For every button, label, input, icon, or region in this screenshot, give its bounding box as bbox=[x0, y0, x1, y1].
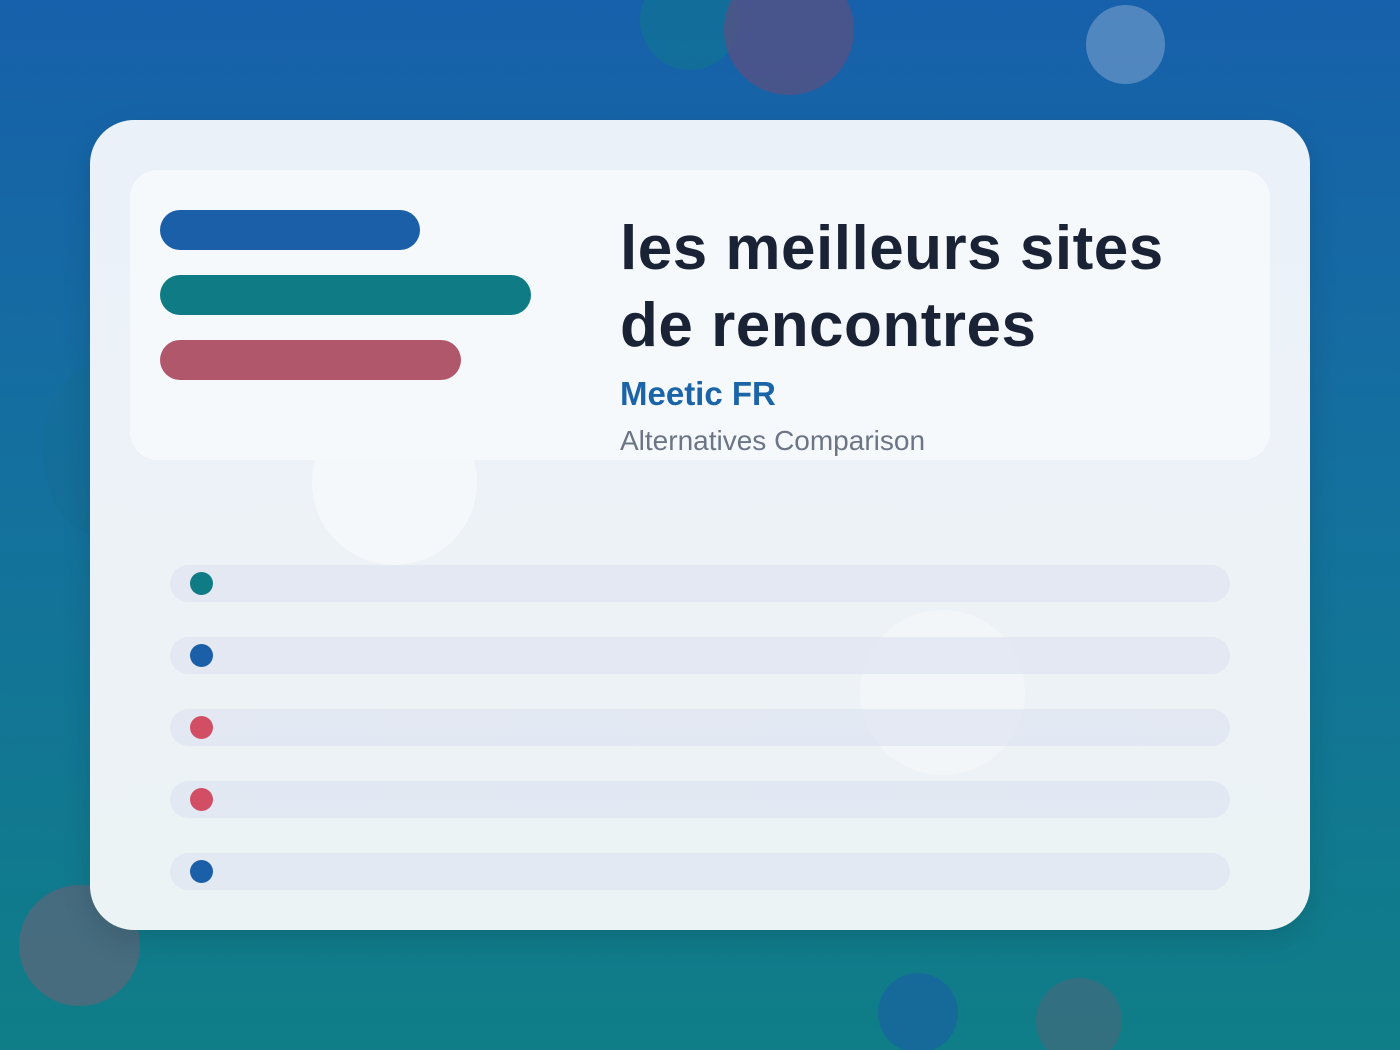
background-bubble bbox=[724, 0, 854, 95]
bullet-dot-icon bbox=[190, 716, 213, 739]
header-panel: les meilleurs sites de rencontres Meetic… bbox=[130, 170, 1270, 460]
list-item bbox=[170, 637, 1230, 674]
comparison-list bbox=[170, 565, 1230, 925]
page-title: les meilleurs sites de rencontres bbox=[620, 214, 1164, 360]
legend-bar bbox=[160, 275, 531, 315]
background-bubble bbox=[1036, 978, 1122, 1050]
page-subtitle: Meetic FR bbox=[620, 375, 776, 412]
list-item bbox=[170, 781, 1230, 818]
legend-bar bbox=[160, 210, 420, 250]
list-item bbox=[170, 853, 1230, 890]
bullet-dot-icon bbox=[190, 860, 213, 883]
legend-bar bbox=[160, 340, 461, 380]
bullet-dot-icon bbox=[190, 572, 213, 595]
list-item bbox=[170, 565, 1230, 602]
background-bubble bbox=[1086, 5, 1165, 84]
background-bubble bbox=[878, 973, 958, 1050]
bullet-dot-icon bbox=[190, 644, 213, 667]
list-item bbox=[170, 709, 1230, 746]
main-card: les meilleurs sites de rencontres Meetic… bbox=[90, 120, 1310, 930]
page-caption: Alternatives Comparison bbox=[620, 425, 926, 456]
bullet-dot-icon bbox=[190, 788, 213, 811]
